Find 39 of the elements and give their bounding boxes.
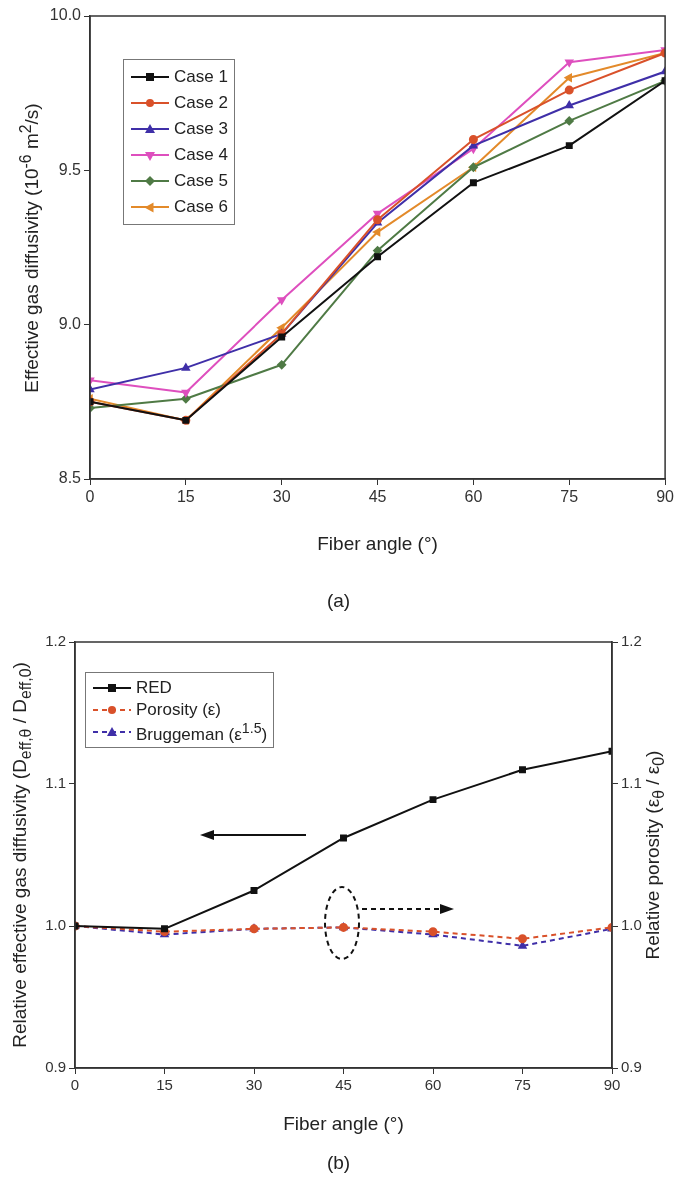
y2-tick-label: 0.9 bbox=[621, 1058, 642, 1076]
y-tick-label: 8.5 bbox=[58, 469, 82, 487]
legend-label: RED bbox=[136, 678, 172, 698]
y2-tick-label: 1.1 bbox=[621, 774, 642, 792]
text: (b) bbox=[325, 1152, 352, 1174]
y-tick-label: 1.2 bbox=[45, 632, 66, 650]
x-tick-label: 0 bbox=[70, 1076, 80, 1094]
x-axis-title: Fiber angle (°) bbox=[317, 532, 438, 554]
y-tick-label: 9.5 bbox=[58, 160, 82, 178]
y-tick-label: 0.9 bbox=[45, 1058, 66, 1076]
x-tick-label: 45 bbox=[368, 488, 387, 506]
x-tick-label: 60 bbox=[464, 488, 483, 506]
y-tick-label: 1.0 bbox=[45, 916, 66, 934]
x-tick-label: 15 bbox=[176, 488, 195, 506]
x-tick-label: 75 bbox=[560, 488, 579, 506]
x-tick-label: 30 bbox=[272, 488, 291, 506]
legend-label: Porosity (ε) bbox=[136, 700, 222, 720]
x-tick-label: 90 bbox=[656, 488, 675, 506]
x-tick-label: 45 bbox=[335, 1076, 352, 1094]
x-tick-label: 15 bbox=[156, 1076, 173, 1094]
text: (a) bbox=[325, 590, 352, 612]
y2-tick-label: 1.0 bbox=[621, 916, 642, 934]
x-tick-label: 30 bbox=[245, 1076, 263, 1094]
legend-label: Case 6 bbox=[174, 197, 228, 217]
legend-label: Case 3 bbox=[174, 119, 228, 139]
x-axis-title: Fiber angle (°) bbox=[283, 1112, 404, 1134]
y-tick-label: 10.0 bbox=[49, 6, 82, 24]
y2-tick-label: 1.2 bbox=[621, 632, 642, 650]
legend-label: Case 2 bbox=[174, 93, 228, 113]
legend-label: Bruggeman (ε$^{1.5}$) bbox=[136, 719, 268, 745]
x-tick-label: 90 bbox=[603, 1076, 621, 1094]
legend-label: Case 4 bbox=[174, 145, 228, 165]
x-tick-label: 60 bbox=[424, 1076, 442, 1094]
legend-label: Case 5 bbox=[174, 171, 228, 191]
legend-label: Case 1 bbox=[174, 67, 228, 87]
y-tick-label: 9.0 bbox=[58, 315, 82, 333]
x-tick-label: 0 bbox=[85, 488, 95, 506]
y-tick-label: 1.1 bbox=[45, 774, 66, 792]
x-tick-label: 75 bbox=[514, 1076, 531, 1094]
